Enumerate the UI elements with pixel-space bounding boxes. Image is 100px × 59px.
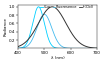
Legend: Cuo, Fluoresence, Ir(Cbl): Cuo, Fluoresence, Ir(Cbl) bbox=[40, 5, 94, 10]
Y-axis label: Radiance: Radiance bbox=[4, 17, 8, 36]
X-axis label: λ (nm): λ (nm) bbox=[51, 56, 64, 59]
